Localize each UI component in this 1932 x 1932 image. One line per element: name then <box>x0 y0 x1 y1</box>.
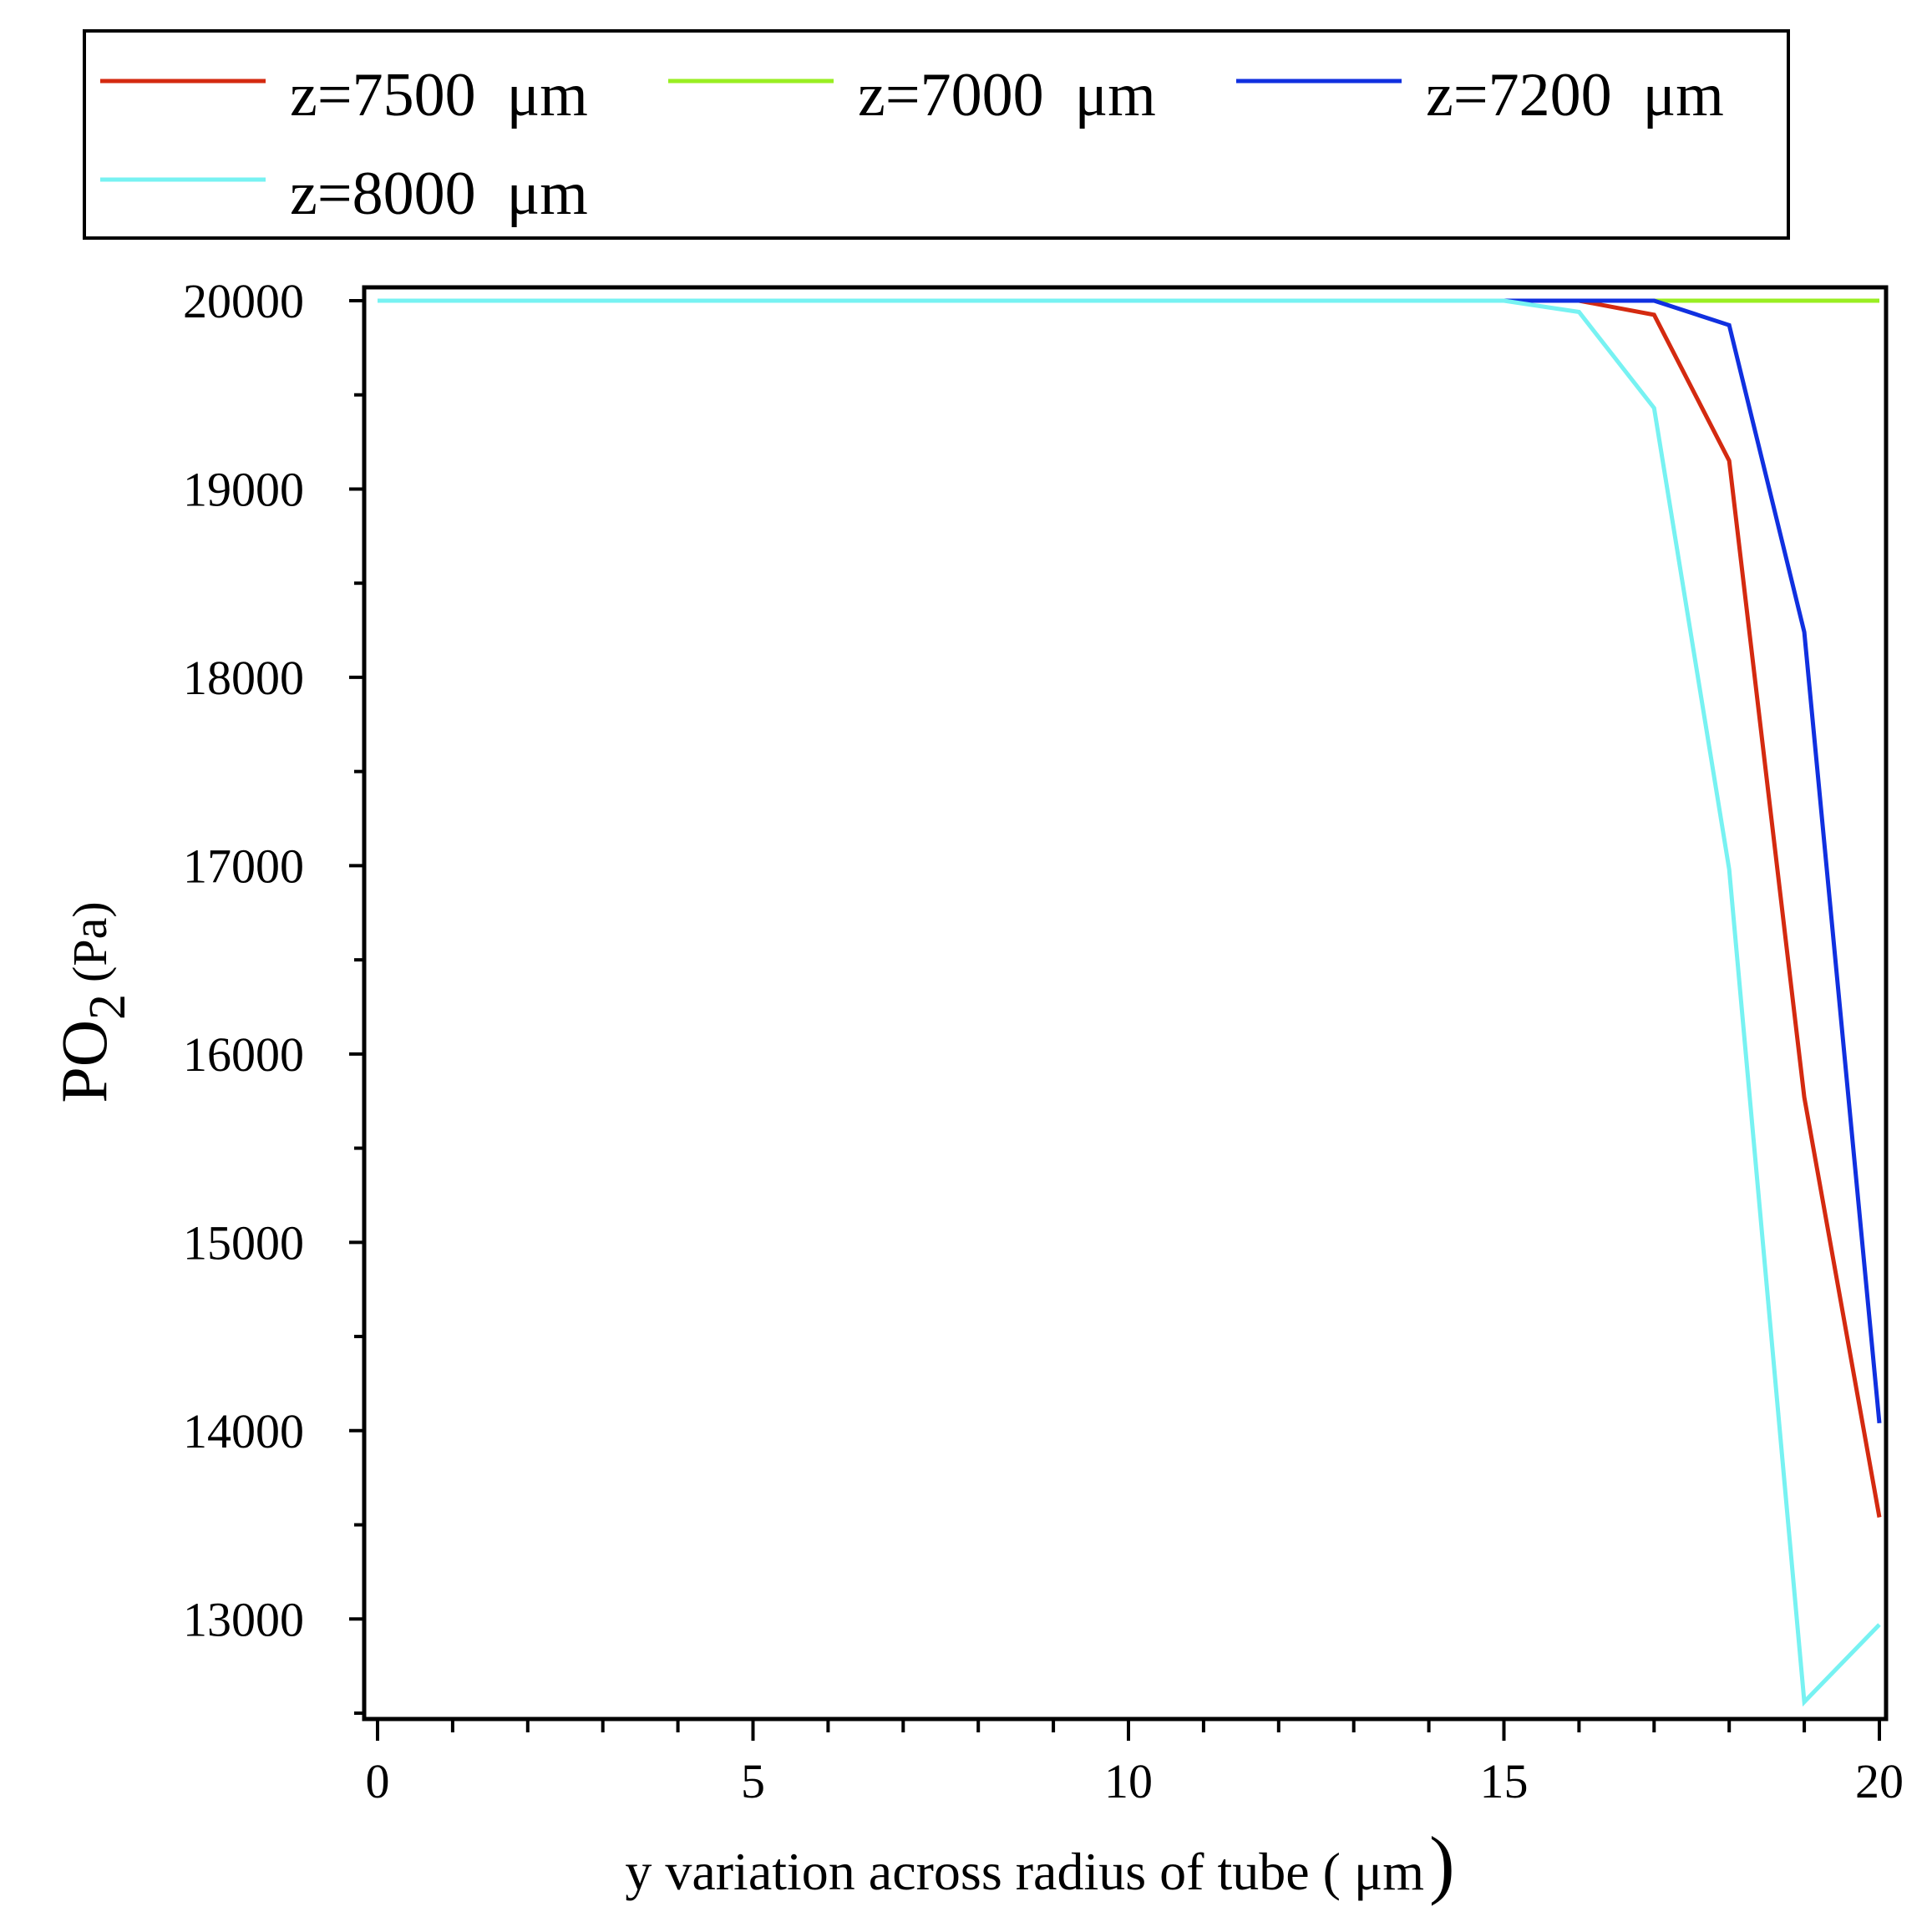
y-tick-label: 18000 <box>183 651 304 705</box>
y-tick-label: 20000 <box>183 274 304 328</box>
y-tick-label: 15000 <box>183 1215 304 1270</box>
legend-label: z=7000 μm <box>858 61 1156 129</box>
legend: z=7500 μm z=7000 μm z=7200 μm z=8000 μm <box>83 29 1790 240</box>
series-line <box>378 298 1882 1424</box>
legend-label: z=8000 μm <box>290 160 588 228</box>
y-axis-label-main: PO <box>48 1020 120 1103</box>
y-tick-label: 19000 <box>183 462 304 516</box>
x-axis-label-paren: ) <box>1429 1821 1455 1906</box>
x-axis-label: y variation across radius of tube ( μm) <box>625 1821 1454 1906</box>
series-line <box>378 298 1882 1518</box>
y-tick-label: 16000 <box>183 1027 304 1082</box>
y-axis-label-subscript: 2 <box>79 994 136 1020</box>
series-lines <box>378 298 1882 1707</box>
x-tick-label: 15 <box>1480 1754 1529 1808</box>
y-tick-label: 17000 <box>183 839 304 893</box>
x-tick-label: 5 <box>741 1754 765 1808</box>
y-axis-label: PO2 (Pa) <box>48 901 136 1103</box>
legend-box <box>83 29 1790 240</box>
legend-items: z=7500 μm z=7000 μm z=7200 μm z=8000 μm <box>100 61 1724 228</box>
series-line <box>378 298 1881 1707</box>
y-axis-label-unit: (Pa) <box>63 901 117 982</box>
y-axis-ticks: 13000 14000 15000 16000 17000 18000 19000 20000 <box>183 274 364 1715</box>
x-axis-label-main: y variation across radius of tube ( μm <box>625 1842 1424 1901</box>
legend-label: z=7200 μm <box>1426 61 1724 129</box>
x-tick-label: 20 <box>1855 1754 1904 1808</box>
x-tick-label: 0 <box>366 1754 390 1808</box>
x-axis-ticks: 0 5 10 15 20 <box>366 1719 1904 1808</box>
y-tick-label: 14000 <box>183 1404 304 1458</box>
x-tick-label: 10 <box>1104 1754 1153 1808</box>
plot-frame <box>362 285 1889 1722</box>
y-tick-label: 13000 <box>183 1592 304 1646</box>
legend-label: z=7500 μm <box>290 61 588 129</box>
